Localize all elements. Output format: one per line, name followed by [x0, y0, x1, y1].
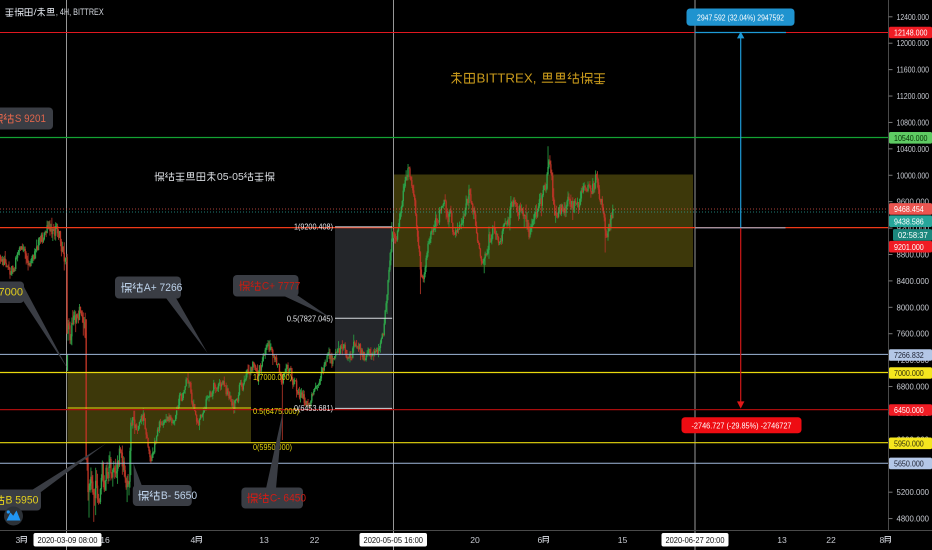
svg-text:2020-06-27 20:00: 2020-06-27 20:00 — [666, 535, 725, 545]
svg-text:12000.000: 12000.000 — [897, 38, 930, 48]
svg-text:20: 20 — [470, 535, 480, 545]
svg-text:, 4H, BITTREX: , 4H, BITTREX — [56, 7, 104, 17]
svg-text:8400.000: 8400.000 — [897, 276, 930, 286]
svg-text:8800.000: 8800.000 — [897, 249, 930, 259]
svg-text:3: 3 — [16, 535, 21, 545]
svg-text:B 5950: B 5950 — [5, 495, 38, 507]
svg-text:10800.000: 10800.000 — [897, 117, 930, 127]
svg-text:2020-03-09 08:00: 2020-03-09 08:00 — [38, 535, 98, 545]
svg-text:6800.000: 6800.000 — [897, 382, 930, 392]
svg-text:13: 13 — [777, 535, 787, 545]
svg-text:0(6453.681): 0(6453.681) — [294, 403, 333, 413]
svg-text:05-05: 05-05 — [217, 172, 244, 183]
svg-text:0(5950.000): 0(5950.000) — [253, 442, 292, 452]
svg-text:1(9200.408): 1(9200.408) — [294, 222, 333, 232]
svg-text:12148.000: 12148.000 — [894, 28, 928, 38]
svg-text:C+ 7777: C+ 7777 — [262, 281, 301, 293]
svg-text:5200.000: 5200.000 — [897, 487, 930, 497]
svg-text:7000: 7000 — [0, 287, 23, 299]
svg-text:1(7000.000): 1(7000.000) — [253, 372, 292, 382]
svg-text:7266.832: 7266.832 — [894, 350, 924, 360]
svg-text:9438.586: 9438.586 — [894, 216, 924, 226]
svg-text:A+ 7266: A+ 7266 — [144, 282, 183, 294]
svg-text:C- 6450: C- 6450 — [270, 493, 306, 505]
svg-text:S 9201: S 9201 — [15, 113, 46, 125]
svg-text:16: 16 — [100, 535, 110, 545]
svg-text:8000.000: 8000.000 — [897, 302, 930, 312]
svg-text:10000.000: 10000.000 — [897, 170, 930, 180]
svg-text:6: 6 — [538, 535, 543, 545]
svg-text:0.5(7827.045): 0.5(7827.045) — [287, 313, 333, 323]
svg-text:B- 5650: B- 5650 — [161, 490, 197, 502]
svg-text:5950.000: 5950.000 — [894, 438, 924, 448]
svg-text:2947.592 (32.04%) 2947592: 2947.592 (32.04%) 2947592 — [697, 13, 784, 23]
svg-text:4: 4 — [191, 535, 196, 545]
svg-text:10400.000: 10400.000 — [897, 144, 930, 154]
svg-text:9468.454: 9468.454 — [894, 204, 924, 214]
svg-text:22: 22 — [310, 535, 320, 545]
svg-text:/: / — [34, 7, 38, 17]
svg-text:13: 13 — [259, 535, 269, 545]
svg-text:15: 15 — [618, 535, 628, 545]
svg-text:6450.000: 6450.000 — [894, 405, 924, 415]
svg-text:22: 22 — [826, 535, 836, 545]
svg-text:5650.000: 5650.000 — [894, 459, 924, 469]
svg-text:9201.000: 9201.000 — [894, 242, 924, 252]
svg-text:7000.000: 7000.000 — [894, 368, 924, 378]
svg-text:02:58:37: 02:58:37 — [898, 230, 928, 240]
svg-text:0.5(6475.000): 0.5(6475.000) — [253, 406, 299, 416]
svg-text:4800.000: 4800.000 — [897, 514, 930, 524]
svg-text:7600.000: 7600.000 — [897, 329, 930, 339]
svg-text:9600.000: 9600.000 — [897, 197, 930, 207]
svg-text:BITTREX,: BITTREX, — [477, 71, 537, 85]
svg-text:9200.000: 9200.000 — [897, 223, 930, 233]
svg-text:11600.000: 11600.000 — [897, 65, 930, 75]
svg-text:10540.000: 10540.000 — [894, 133, 928, 143]
svg-text:8: 8 — [880, 535, 885, 545]
svg-text:12400.000: 12400.000 — [897, 12, 930, 22]
svg-text:11200.000: 11200.000 — [897, 91, 930, 101]
svg-text:2020-05-05 16:00: 2020-05-05 16:00 — [364, 535, 424, 545]
svg-text:-2746.727 (-29.85%) -2746727: -2746.727 (-29.85%) -2746727 — [692, 421, 792, 431]
